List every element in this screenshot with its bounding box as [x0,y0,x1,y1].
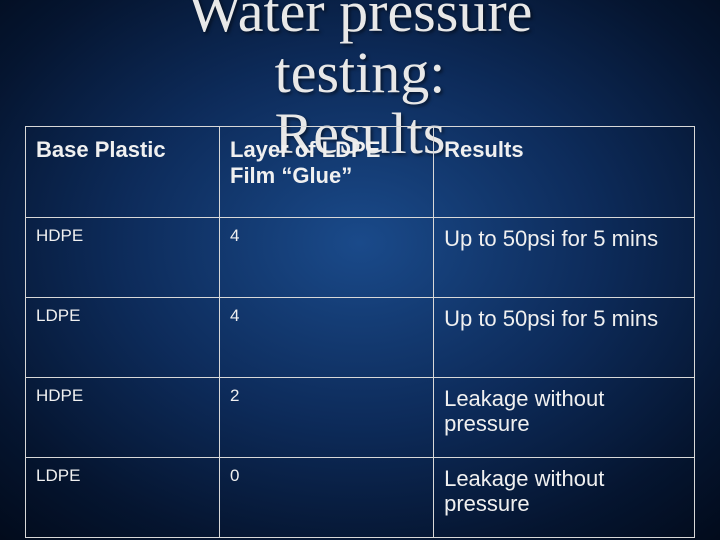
cell-result: Up to 50psi for 5 mins [434,298,695,378]
title-line-1: Water pressure [188,0,533,44]
cell-result: Up to 50psi for 5 mins [434,218,695,298]
col-header-results: Results [434,127,695,218]
table-row: LDPE 0 Leakage without pressure [26,458,695,538]
cell-layer: 2 [220,378,434,458]
table-row: HDPE 2 Leakage without pressure [26,378,695,458]
cell-base: LDPE [26,298,220,378]
cell-base: LDPE [26,458,220,538]
cell-layer: 4 [220,218,434,298]
table-row: HDPE 4 Up to 50psi for 5 mins [26,218,695,298]
col-header-layer: Layer of LDPE Film “Glue” [220,127,434,218]
table-row: LDPE 4 Up to 50psi for 5 mins [26,298,695,378]
cell-result: Leakage without pressure [434,378,695,458]
title-line-2: testing: [275,40,446,105]
col-header-base-plastic: Base Plastic [26,127,220,218]
cell-base: HDPE [26,378,220,458]
cell-layer: 0 [220,458,434,538]
cell-base: HDPE [26,218,220,298]
table-header-row: Base Plastic Layer of LDPE Film “Glue” R… [26,127,695,218]
cell-layer: 4 [220,298,434,378]
cell-result: Leakage without pressure [434,458,695,538]
results-table-container: Base Plastic Layer of LDPE Film “Glue” R… [25,126,695,538]
results-table: Base Plastic Layer of LDPE Film “Glue” R… [25,126,695,538]
